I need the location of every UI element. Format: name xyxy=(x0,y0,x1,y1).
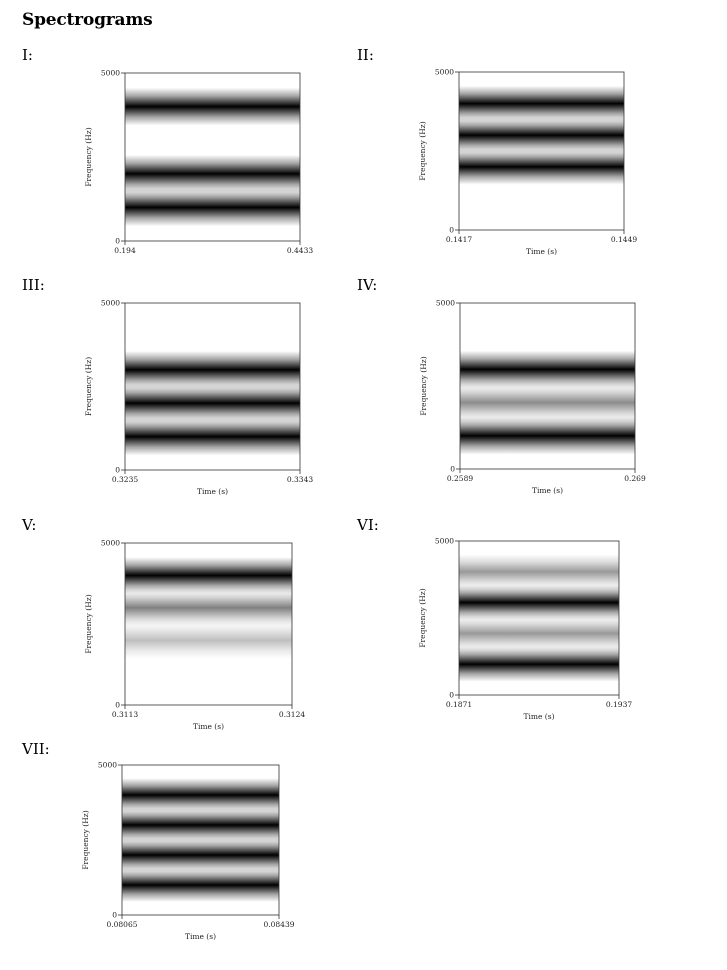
plot-frame xyxy=(124,302,301,471)
x-axis-label: Time (s) xyxy=(193,722,224,731)
x-tick-label: 0.2589 xyxy=(447,474,473,483)
x-axis-label: Time (s) xyxy=(526,247,557,256)
formant-band xyxy=(125,557,292,594)
y-axis-label: Frequency (Hz) xyxy=(84,127,93,186)
formant-band xyxy=(459,554,619,590)
formant-band xyxy=(122,838,279,872)
panel-label-vii: VII: xyxy=(22,740,50,758)
y-axis-label: Frequency (Hz) xyxy=(419,356,428,415)
y-tick-label: 0 xyxy=(450,465,455,474)
x-tick-label: 0.3124 xyxy=(279,710,305,719)
plot-frame xyxy=(458,71,625,231)
formant-band xyxy=(460,350,635,389)
formant-band xyxy=(125,384,300,422)
page-title: Spectrograms xyxy=(22,10,153,30)
y-tick-label: 0 xyxy=(115,237,120,246)
y-tick-label: 5000 xyxy=(435,537,454,546)
y-tick-label: 0 xyxy=(115,701,120,710)
x-tick-label: 0.269 xyxy=(624,474,646,483)
formant-band xyxy=(125,417,300,456)
x-tick-label: 0.1417 xyxy=(446,235,472,244)
x-tick-label: 0.1937 xyxy=(606,700,632,709)
x-tick-label: 0.4433 xyxy=(287,246,313,255)
x-axis-label: Time (s) xyxy=(197,487,228,496)
y-axis-label: Frequency (Hz) xyxy=(84,357,93,416)
panel-label-iv: IV: xyxy=(357,276,378,294)
panel-label-v: V: xyxy=(22,516,37,534)
plot-frame xyxy=(121,764,280,916)
formant-band xyxy=(459,117,624,153)
formant-band xyxy=(125,621,292,659)
x-tick-label: 0.3343 xyxy=(287,475,313,484)
y-tick-label: 0 xyxy=(115,466,120,475)
y-tick-label: 0 xyxy=(449,691,454,700)
x-tick-label: 0.3235 xyxy=(112,475,138,484)
x-axis-label: Time (s) xyxy=(523,712,554,721)
x-tick-label: 0.1449 xyxy=(611,235,637,244)
plot-frame xyxy=(459,302,636,470)
formant-band xyxy=(459,149,624,185)
formant-band xyxy=(122,808,279,842)
y-tick-label: 5000 xyxy=(101,539,120,548)
y-tick-label: 5000 xyxy=(101,69,120,78)
formant-band xyxy=(460,383,635,422)
x-tick-label: 0.3113 xyxy=(112,710,138,719)
formant-band xyxy=(460,417,635,455)
y-tick-label: 5000 xyxy=(101,299,120,308)
panel-label-i: I: xyxy=(22,46,33,64)
formant-band xyxy=(125,589,292,627)
y-axis-label: Frequency (Hz) xyxy=(81,810,90,869)
panel-label-iii: III: xyxy=(22,276,45,294)
y-tick-label: 0 xyxy=(449,226,454,235)
y-tick-label: 5000 xyxy=(436,299,455,308)
formant-band xyxy=(459,616,619,651)
y-axis-label: Frequency (Hz) xyxy=(84,594,93,653)
panel-label-ii: II: xyxy=(357,46,374,64)
formant-band xyxy=(125,188,300,227)
formant-band xyxy=(125,87,300,126)
y-axis-label: Frequency (Hz) xyxy=(418,121,427,180)
formant-band xyxy=(459,85,624,122)
y-tick-label: 0 xyxy=(112,911,117,920)
formant-band xyxy=(122,778,279,812)
y-axis-label: Frequency (Hz) xyxy=(418,588,427,647)
y-tick-label: 5000 xyxy=(435,68,454,77)
plot-frame xyxy=(124,542,293,706)
x-axis-label: Time (s) xyxy=(532,486,563,495)
x-tick-label: 0.08439 xyxy=(263,920,294,929)
formant-band xyxy=(125,351,300,389)
formant-band xyxy=(125,154,300,193)
x-tick-label: 0.194 xyxy=(114,246,136,255)
y-tick-label: 5000 xyxy=(98,761,117,770)
panel-label-vi: VI: xyxy=(357,516,379,534)
formant-band xyxy=(122,868,279,902)
x-axis-label: Time (s) xyxy=(185,932,216,941)
formant-band xyxy=(459,585,619,620)
formant-band xyxy=(459,646,619,682)
x-tick-label: 0.08065 xyxy=(106,920,137,929)
x-tick-label: 0.1871 xyxy=(446,700,472,709)
plot-frame xyxy=(458,540,620,696)
plot-frame xyxy=(124,72,301,242)
